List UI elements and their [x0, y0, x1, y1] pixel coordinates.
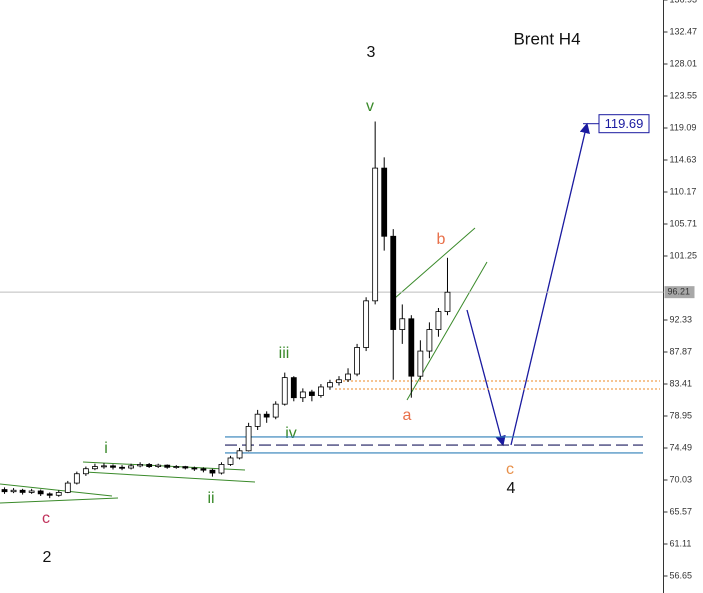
candle-body: [354, 347, 360, 375]
y-tick-label: 65.57: [670, 506, 693, 516]
candle-body: [73, 473, 80, 484]
trend-line: [82, 461, 246, 471]
candle-body: [92, 466, 98, 470]
candle-body: [363, 300, 370, 348]
wave-label: i: [104, 440, 108, 457]
candle-body: [345, 373, 351, 381]
candle-body: [110, 465, 116, 468]
candle-body: [1, 489, 8, 493]
candle-body: [46, 493, 53, 496]
wave-label: 4: [507, 480, 516, 497]
arrow: [466, 309, 506, 447]
candle-body: [182, 466, 189, 469]
wave-label: iv: [285, 425, 297, 442]
y-tick-label: 78.95: [670, 410, 693, 420]
candle-body: [426, 329, 433, 352]
candle-body: [245, 426, 252, 452]
candle-body: [227, 457, 234, 465]
target-box: [598, 114, 650, 134]
candle-body: [101, 465, 107, 468]
candle-body: [19, 489, 26, 493]
candle-body: [200, 468, 207, 471]
candle-body: [263, 413, 270, 418]
last-price-box: [664, 286, 695, 299]
candle-body: [37, 490, 44, 495]
candle-body: [372, 167, 379, 302]
candle-body: [82, 468, 89, 475]
candle-body: [299, 391, 306, 399]
wave-label: a: [403, 407, 412, 424]
y-tick-label: 92.33: [670, 314, 693, 324]
candle-body: [254, 413, 261, 427]
y-tick-label: 123.55: [670, 90, 698, 100]
wave-label: iii: [279, 345, 290, 362]
wave-label: b: [437, 231, 446, 248]
candle-body: [155, 464, 162, 467]
candle-body: [281, 377, 288, 405]
wave-label: ii: [207, 490, 214, 507]
candle-body: [444, 291, 451, 313]
candle-body: [164, 464, 171, 468]
candle-body: [28, 490, 35, 493]
y-tick-label: 70.03: [670, 474, 693, 484]
wave-label: v: [366, 98, 374, 115]
y-tick-label: 128.01: [670, 58, 698, 68]
y-tick-label: 56.65: [670, 570, 693, 580]
candle-body: [10, 489, 17, 493]
candle-body: [327, 382, 333, 388]
y-tick-label: 101.25: [670, 250, 698, 260]
candle-body: [173, 466, 180, 468]
candle-body: [272, 403, 279, 418]
y-tick-label: 110.17: [670, 186, 697, 196]
candle-body: [336, 379, 342, 384]
chart-title: Brent H4: [513, 29, 580, 48]
candle-body: [218, 464, 225, 474]
wave-label: c: [42, 510, 50, 527]
candle-body: [146, 464, 153, 467]
wave-label: 3: [367, 44, 376, 61]
trend-line: [0, 497, 119, 504]
y-tick-label: 119.09: [670, 122, 697, 132]
candle-body: [399, 318, 406, 330]
candle-body: [119, 466, 125, 469]
candle-body: [290, 377, 297, 399]
candle-body: [55, 492, 62, 496]
candle-body: [236, 450, 243, 459]
candle-body: [137, 464, 144, 467]
candle-body: [408, 318, 415, 377]
candle-body: [381, 167, 388, 237]
y-tick-label: 105.71: [670, 218, 698, 228]
annotations: 3 v iii iv i ii c 2 b a c 4: [42, 44, 516, 566]
arrow: [510, 122, 590, 446]
candle-body: [390, 235, 397, 330]
y-tick-label: 132.47: [670, 26, 698, 36]
y-tick-label: 74.49: [670, 442, 693, 452]
candle-body: [191, 467, 198, 470]
trend-line: [84, 471, 256, 483]
y-tick-label: 136.93: [670, 0, 698, 4]
trend-line: [0, 483, 113, 497]
y-tick-label: 87.87: [670, 346, 693, 356]
candle-body: [417, 350, 424, 377]
wave-label: c: [506, 461, 514, 478]
candle-body: [64, 482, 71, 493]
wave-label: 2: [43, 549, 52, 566]
target-label: 119.69: [605, 116, 644, 131]
candle-body: [435, 311, 442, 330]
y-tick-label: 61.11: [670, 538, 692, 548]
candle-body: [209, 469, 216, 474]
last-price-label: 96.21: [668, 287, 691, 297]
candle-body: [318, 386, 324, 396]
candle-body: [308, 391, 315, 396]
y-tick-label: 114.63: [670, 154, 697, 164]
trend-line: [394, 227, 476, 299]
y-tick-label: 83.41: [670, 378, 693, 388]
candle-body: [128, 465, 134, 469]
